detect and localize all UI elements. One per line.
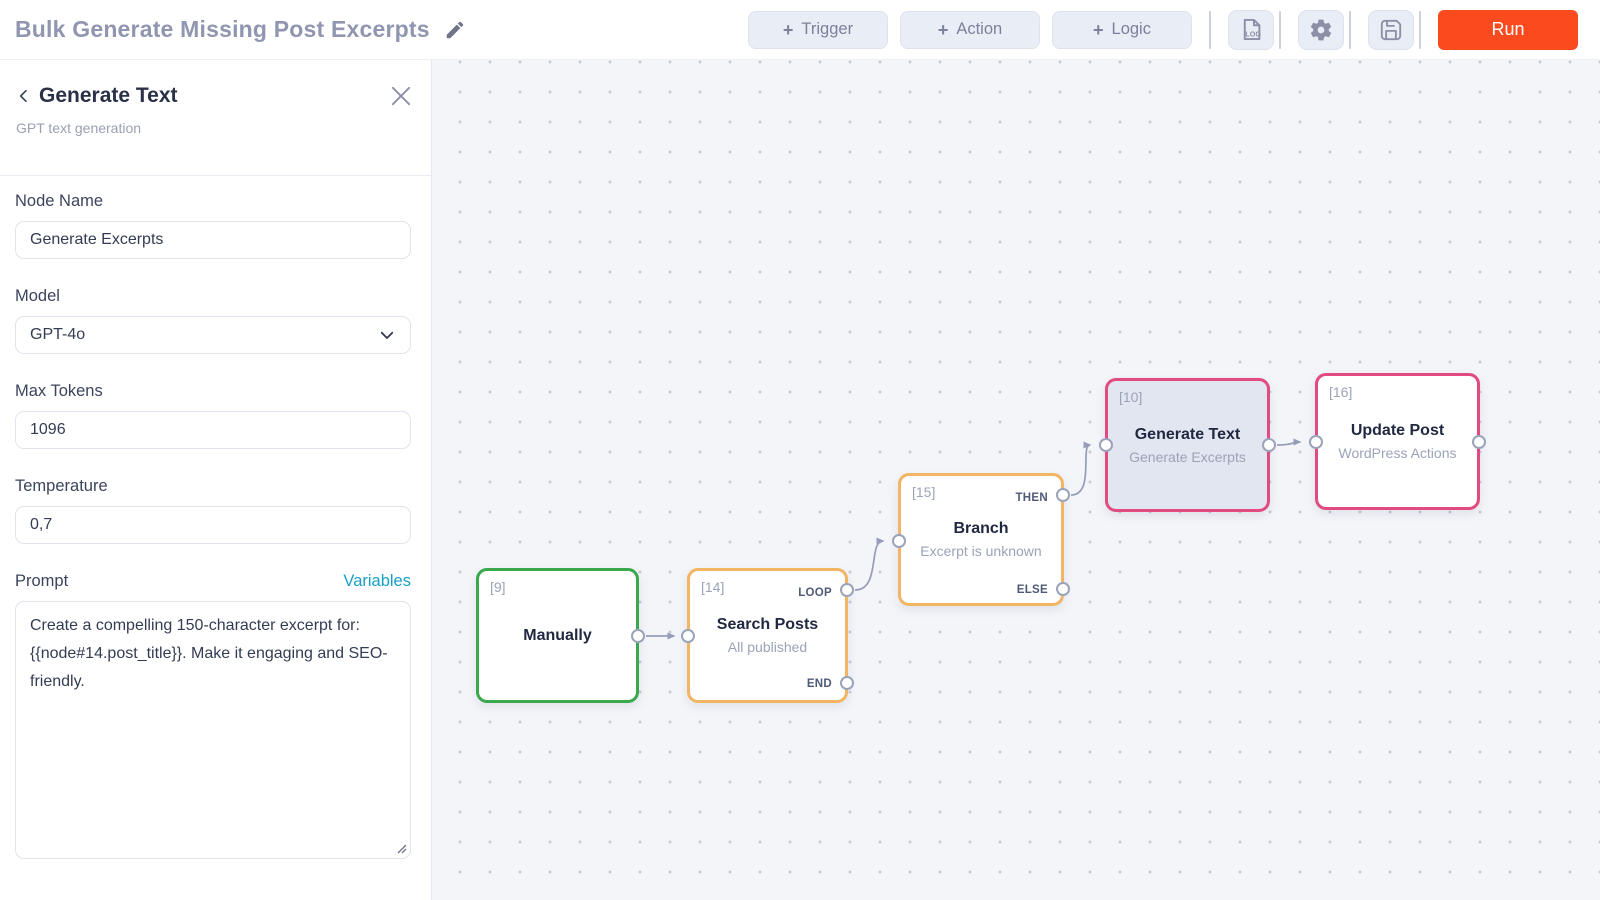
node-branch[interactable]: [15] Branch Excerpt is unknown THEN ELSE (892, 473, 1070, 606)
add-action-label: Action (956, 20, 1003, 38)
loop-output-port[interactable] (840, 583, 854, 597)
node-title: Update Post (1350, 422, 1445, 439)
edit-title-pencil-icon[interactable] (444, 19, 466, 41)
workflow-title-group: Bulk Generate Missing Post Excerpts (0, 16, 466, 43)
log-button[interactable]: LOG (1228, 9, 1274, 50)
node-name-label: Node Name (15, 192, 104, 210)
temperature-input[interactable] (15, 506, 411, 544)
run-button[interactable]: Run (1438, 9, 1578, 50)
else-port-label: ELSE (1016, 584, 1048, 596)
node-update-post[interactable]: [16] Update Post WordPress Actions (1309, 373, 1486, 510)
workflow-title: Bulk Generate Missing Post Excerpts (15, 16, 430, 42)
node-id-badge: [10] (1119, 389, 1143, 405)
node-id-badge: [14] (701, 579, 725, 595)
add-logic-label: Logic (1111, 20, 1151, 38)
workflow-canvas[interactable]: [9] Manually [14] Search Posts All publi… (432, 60, 1600, 900)
resize-grip-icon[interactable] (395, 842, 407, 854)
input-port[interactable] (1099, 438, 1113, 452)
variables-link[interactable]: Variables (343, 572, 411, 590)
end-port-label: END (806, 678, 832, 690)
settings-button[interactable] (1298, 9, 1344, 50)
node-manually[interactable]: [9] Manually (476, 568, 645, 703)
wire-loop-to-branch (854, 537, 885, 591)
add-trigger-button[interactable]: + Trigger (748, 10, 888, 49)
add-logic-button[interactable]: + Logic (1052, 10, 1192, 49)
toolbar-divider (1419, 10, 1421, 49)
node-subtitle: Excerpt is unknown (920, 543, 1042, 559)
input-port[interactable] (681, 629, 695, 643)
node-id-badge: [15] (912, 484, 936, 500)
node-title: Generate Text (1134, 425, 1241, 443)
prompt-label: Prompt (15, 572, 69, 590)
chevron-down-icon (380, 331, 394, 339)
node-subtitle: Generate Excerpts (1129, 448, 1246, 465)
loop-port-label: LOOP (798, 587, 832, 599)
gear-icon (1310, 19, 1332, 40)
svg-text:LOG: LOG (1245, 30, 1261, 39)
node-title: Search Posts (716, 616, 819, 633)
plus-icon: + (1093, 19, 1104, 40)
prompt-textarea[interactable]: Create a compelling 150-character excerp… (15, 601, 411, 859)
end-output-port[interactable] (840, 676, 854, 690)
toolbar-divider (1349, 10, 1351, 49)
log-icon: LOG (1243, 18, 1261, 41)
node-name-input[interactable] (15, 221, 411, 259)
node-title: Manually (523, 626, 592, 644)
wire-then-to-generatetext (1070, 441, 1092, 496)
panel-title: Generate Text (39, 84, 178, 107)
node-subtitle: All published (727, 639, 808, 655)
toolbar-divider (1279, 10, 1281, 49)
add-trigger-label: Trigger (801, 20, 854, 38)
close-panel-icon[interactable] (387, 82, 415, 110)
output-port[interactable] (1262, 438, 1276, 452)
node-settings-panel: Generate Text GPT text generation Node N… (0, 60, 432, 900)
temperature-label: Temperature (15, 477, 108, 495)
panel-subtitle: GPT text generation (16, 120, 142, 136)
app-header: Bulk Generate Missing Post Excerpts + Tr… (0, 0, 1600, 60)
plus-icon: + (782, 19, 794, 40)
node-id-badge: [9] (490, 579, 506, 595)
toolbar-divider (1209, 10, 1211, 49)
input-port[interactable] (1309, 435, 1323, 449)
node-search-posts[interactable]: [14] Search Posts All published LOOP END (681, 568, 854, 703)
model-label: Model (15, 287, 60, 305)
save-button[interactable] (1368, 9, 1414, 50)
plus-icon: + (937, 19, 949, 40)
output-port[interactable] (1472, 435, 1486, 449)
max-tokens-label: Max Tokens (15, 382, 103, 400)
else-output-port[interactable] (1056, 582, 1070, 596)
add-action-button[interactable]: + Action (900, 10, 1040, 49)
panel-body: Node Name Model GPT-4o Max Tokens Temper… (0, 176, 431, 859)
panel-header: Generate Text GPT text generation (0, 60, 431, 176)
then-output-port[interactable] (1056, 488, 1070, 502)
save-floppy-icon (1380, 19, 1402, 40)
model-select[interactable]: GPT-4o (15, 316, 411, 354)
output-port[interactable] (631, 629, 645, 643)
input-port[interactable] (892, 534, 906, 548)
model-selected-value: GPT-4o (30, 326, 86, 343)
then-port-label: THEN (1015, 492, 1048, 504)
node-id-badge: [16] (1329, 384, 1353, 400)
node-generate-text[interactable]: [10] Generate Text Generate Excerpts (1099, 378, 1276, 512)
node-title: Branch (953, 520, 1009, 537)
wire-generatetext-to-updatepost (1276, 438, 1302, 446)
back-chevron-icon[interactable] (16, 88, 32, 104)
header-toolbar: + Trigger + Action + Logic LOG (748, 9, 1600, 50)
max-tokens-input[interactable] (15, 411, 411, 449)
node-subtitle: WordPress Actions (1338, 445, 1457, 461)
